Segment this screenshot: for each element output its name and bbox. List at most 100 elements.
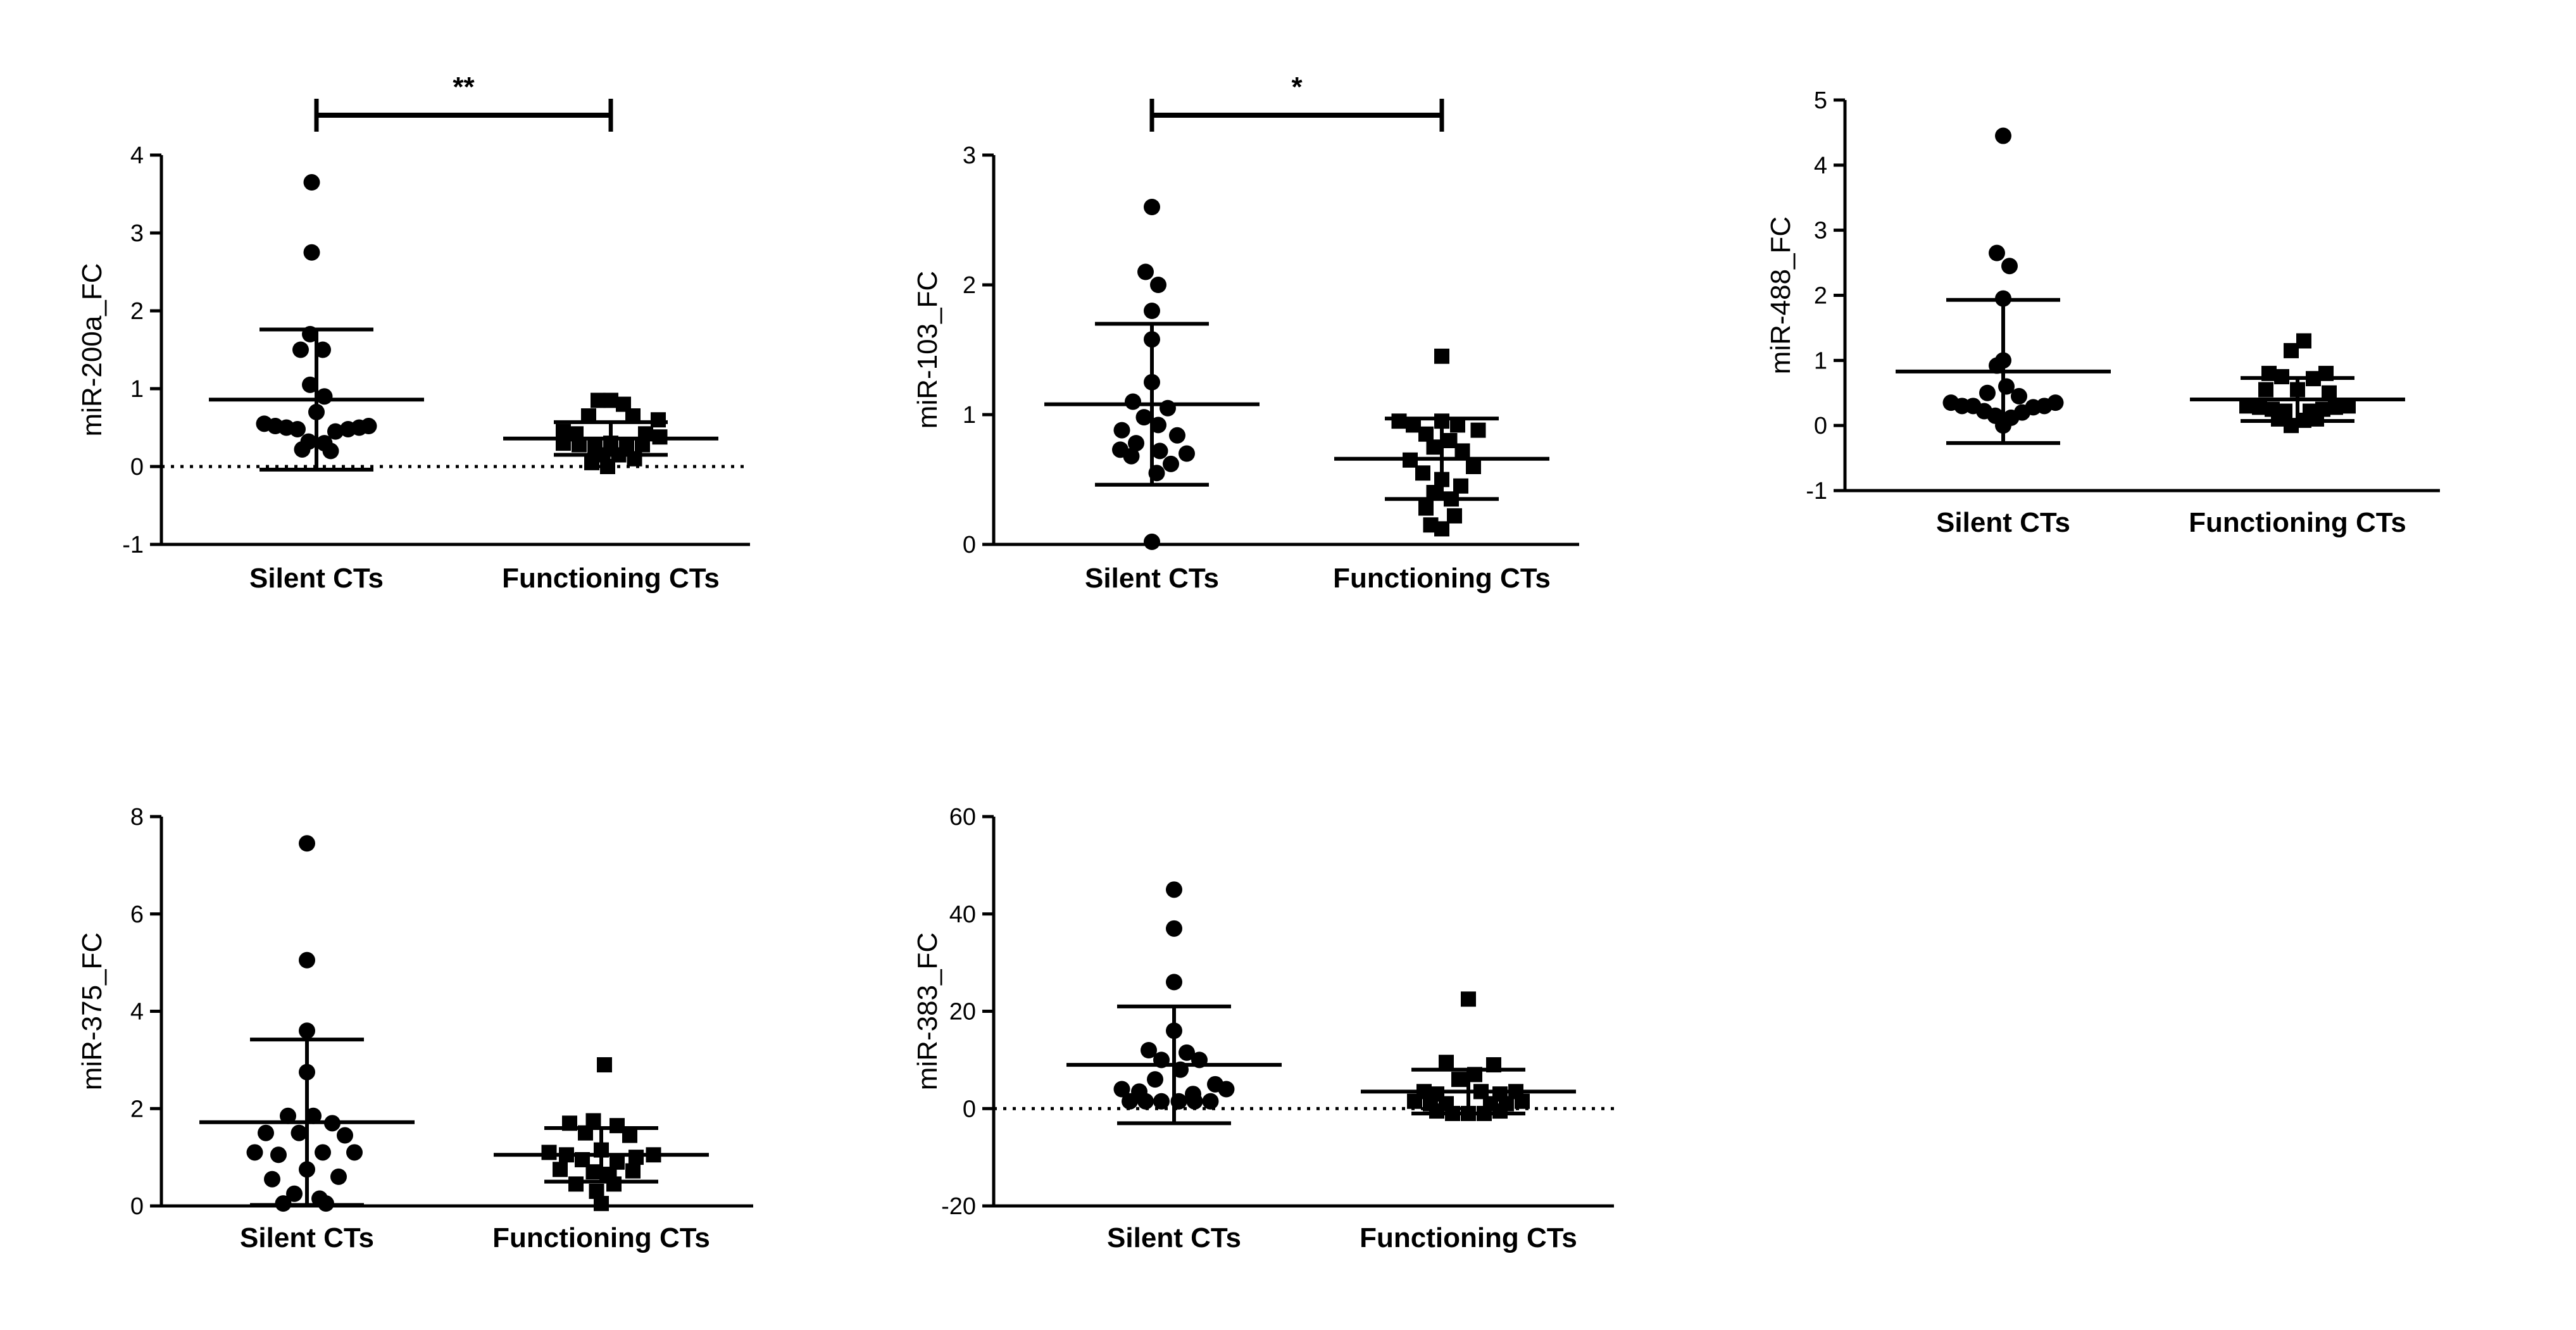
group-functioning-cts: Functioning CTs bbox=[1360, 991, 1577, 1253]
y-tick-label: 60 bbox=[949, 804, 976, 831]
data-point-circle bbox=[1166, 974, 1182, 991]
data-point-square bbox=[1451, 1072, 1466, 1088]
y-tick-label: -1 bbox=[1806, 478, 1827, 505]
group-functioning-cts: Functioning CTs bbox=[502, 392, 720, 594]
y-tick-label: 0 bbox=[963, 532, 976, 558]
y-tick-label: 0 bbox=[963, 1096, 976, 1122]
y-tick-label: 1 bbox=[1814, 348, 1827, 374]
data-point-square bbox=[597, 1057, 612, 1073]
data-point-circle bbox=[1141, 1042, 1157, 1058]
data-point-circle bbox=[1113, 1081, 1130, 1098]
data-point-circle bbox=[1137, 1093, 1154, 1110]
data-point-circle bbox=[1153, 1093, 1170, 1110]
data-point-circle bbox=[246, 1144, 263, 1161]
data-point-circle bbox=[1128, 435, 1144, 452]
data-point-circle bbox=[1144, 533, 1160, 550]
data-point-circle bbox=[303, 244, 320, 261]
x-category-label: Silent CTs bbox=[240, 1222, 374, 1253]
data-point-circle bbox=[327, 423, 344, 440]
data-point-square bbox=[600, 459, 615, 474]
group-functioning-cts: Functioning CTs bbox=[2189, 333, 2406, 538]
data-point-circle bbox=[1166, 920, 1182, 937]
data-point-square bbox=[2309, 411, 2324, 427]
data-point-square bbox=[553, 1162, 568, 1177]
data-point-circle bbox=[286, 1185, 303, 1202]
data-point-square bbox=[585, 1164, 601, 1180]
chart-mir-383: -20 0 20 40 60 miR-383_FC Silent CTs Functionin… bbox=[912, 804, 1614, 1253]
data-point-square bbox=[1429, 1103, 1444, 1119]
group-functioning-cts: Functioning CTs bbox=[1333, 348, 1551, 594]
x-category-label: Functioning CTs bbox=[502, 563, 720, 594]
data-point-circle bbox=[1166, 881, 1182, 898]
data-point-square bbox=[622, 1127, 637, 1143]
data-point-circle bbox=[1137, 263, 1154, 280]
data-point-circle bbox=[1122, 1093, 1138, 1110]
y-tick-label: 3 bbox=[1814, 218, 1827, 244]
data-point-circle bbox=[264, 1170, 280, 1188]
y-tick-label: 2 bbox=[130, 298, 144, 325]
data-point-circle bbox=[1218, 1081, 1235, 1098]
x-category-label: Functioning CTs bbox=[2189, 507, 2406, 538]
data-point-square bbox=[568, 1176, 584, 1192]
data-point-circle bbox=[1179, 445, 1195, 462]
data-point-circle bbox=[292, 341, 309, 358]
y-tick-label: 20 bbox=[949, 999, 976, 1026]
data-point-square bbox=[1407, 1093, 1422, 1109]
data-point-circle bbox=[294, 441, 311, 458]
data-point-square bbox=[1426, 439, 1442, 455]
y-tick-label: 0 bbox=[130, 454, 144, 480]
y-tick-label: 6 bbox=[130, 901, 144, 928]
data-point-circle bbox=[291, 1124, 308, 1141]
group-silent-cts: Silent CTs bbox=[199, 835, 415, 1253]
chart-mir-488: -1 0 1 2 3 4 5 miR-488_FC Silent CTs Functioning … bbox=[1765, 87, 2440, 538]
group-silent-cts: Silent CTs bbox=[209, 174, 424, 594]
data-point-square bbox=[1461, 991, 1476, 1007]
data-point-circle bbox=[315, 1144, 331, 1161]
data-point-circle bbox=[1123, 448, 1140, 465]
data-point-circle bbox=[299, 835, 315, 852]
x-category-label: Silent CTs bbox=[1936, 507, 2070, 538]
x-category-label: Silent CTs bbox=[1107, 1222, 1241, 1253]
x-category-label: Silent CTs bbox=[1085, 563, 1219, 594]
data-point-circle bbox=[1151, 442, 1168, 460]
data-point-circle bbox=[1125, 393, 1141, 410]
x-category-label: Functioning CTs bbox=[1360, 1222, 1577, 1253]
data-point-circle bbox=[1150, 417, 1166, 434]
data-point-square bbox=[1434, 521, 1449, 537]
y-tick-label: 4 bbox=[130, 142, 144, 169]
y-axis-label: miR-488_FC bbox=[1765, 216, 1796, 374]
data-point-circle bbox=[303, 174, 320, 191]
x-category-label: Functioning CTs bbox=[1333, 563, 1551, 594]
data-point-square bbox=[2284, 342, 2299, 358]
data-point-circle bbox=[305, 1107, 322, 1124]
data-point-square bbox=[1415, 465, 1430, 481]
y-tick-label: -1 bbox=[122, 532, 144, 558]
data-point-square bbox=[1515, 1093, 1530, 1109]
chart-mir-375: 0 2 4 6 8 miR-375_FC Silent CTs Functioning CTs bbox=[77, 804, 753, 1253]
data-point-circle bbox=[1989, 244, 2005, 261]
data-point-circle bbox=[1135, 409, 1153, 426]
data-point-square bbox=[1391, 413, 1407, 429]
data-point-square bbox=[1418, 500, 1434, 516]
data-point-square bbox=[1454, 443, 1470, 459]
data-point-circle bbox=[258, 1124, 274, 1141]
data-point-square bbox=[584, 455, 599, 470]
data-point-circle bbox=[1150, 277, 1166, 293]
y-tick-label: 2 bbox=[963, 272, 976, 299]
data-point-circle bbox=[330, 1168, 347, 1185]
y-tick-label: -20 bbox=[941, 1193, 976, 1220]
data-point-circle bbox=[1179, 1044, 1195, 1061]
data-point-circle bbox=[337, 1127, 353, 1144]
data-point-circle bbox=[1113, 422, 1130, 439]
data-point-circle bbox=[1169, 427, 1185, 444]
y-tick-label: 40 bbox=[949, 901, 976, 928]
data-point-circle bbox=[1186, 1093, 1203, 1110]
data-point-circle bbox=[299, 1022, 315, 1039]
data-point-circle bbox=[2001, 258, 2018, 275]
data-point-square bbox=[1470, 422, 1486, 438]
data-point-square bbox=[1434, 348, 1449, 364]
data-point-square bbox=[1418, 426, 1434, 442]
data-point-circle bbox=[302, 376, 318, 393]
data-point-circle bbox=[1144, 303, 1160, 319]
